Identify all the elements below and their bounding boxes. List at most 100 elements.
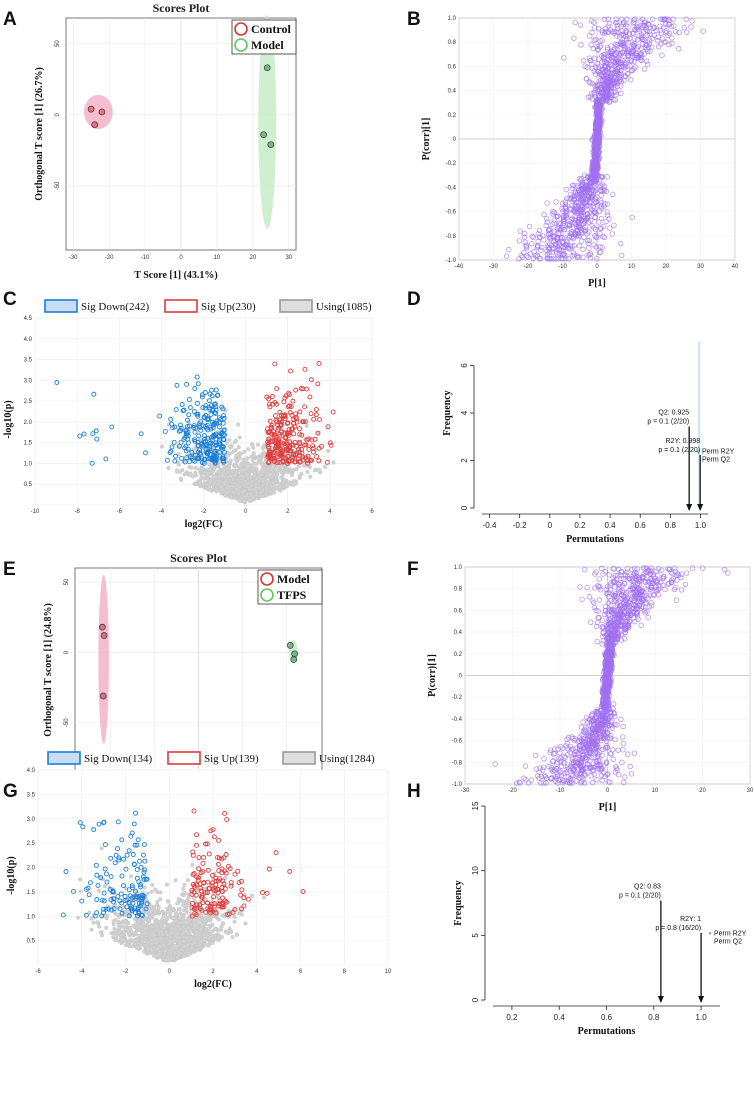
point-using [229,474,234,479]
y-tick-label: -0.4 [446,185,457,191]
point-using [251,494,256,499]
x-axis-label: log2(FC) [185,519,223,530]
point-using [231,489,236,494]
y-tick-label: 0 [459,674,463,680]
variable-point [566,256,572,262]
y-tick-label: 2.0 [24,420,33,426]
x-tick-label: -0.4 [483,521,497,530]
point-using [299,472,304,477]
point-using [173,878,178,883]
legend-label: Perm Q2 [702,456,730,463]
variable-point [598,182,604,189]
point-using [261,443,266,448]
point-using [249,454,254,459]
y-tick-label: 4.0 [24,337,33,343]
point-using [251,445,256,450]
legend-label: Model [251,38,284,52]
arrow-head [686,504,693,511]
variable-point [551,233,557,239]
point-using [281,480,286,485]
x-tick-label: -10 [556,788,565,794]
variable-point [596,219,602,225]
x-tick-label: -20 [508,788,517,794]
x-tick-label: 30 [285,255,292,261]
x-tick-label: 30 [747,788,754,794]
y-tick-label: 1.0 [448,16,457,22]
point-using [256,442,261,447]
chart-C: -10 -8 -6 -4 -2 0 2 4 60.51.01.52.02.53.03.54.04… [3,299,374,530]
y-tick-label: 0.8 [448,40,457,46]
x-tick-label: 2 [286,509,290,515]
x-tick-label: -20 [524,264,533,270]
point-using [252,487,258,492]
x-axis-label: P[1] [588,278,606,289]
variable-point [643,58,650,64]
variable-point [598,200,604,206]
point-using [322,464,328,469]
point-using [99,846,104,851]
variable-point [657,23,663,29]
point-using [245,481,250,486]
x-tick-label: 40 [732,264,739,270]
point-using [246,447,251,452]
y-tick-label: 2.5 [24,399,33,405]
variable-point [612,88,618,94]
y-tick-label: 1.5 [24,441,33,447]
point-using [234,486,239,491]
x-tick-label: 0.2 [574,521,586,530]
point-using [282,469,287,475]
legend-marker [234,38,248,52]
y-tick-label: 0 [55,112,61,116]
point-using [203,486,209,491]
variable-point [627,63,633,69]
point-using [287,467,292,472]
y-tick-label: 50 [64,578,70,585]
variable-point [601,16,608,23]
legend-label: Perm R2Y [702,448,735,455]
point-using [230,477,235,482]
legend-label: Sig Up(230) [201,301,256,313]
point-using [178,476,183,481]
point-using [209,464,214,469]
x-axis-label: P[1] [599,802,617,813]
point-using [274,485,279,490]
y-tick-label: -0.4 [452,717,463,723]
chart-F: -30 -20 -10 0 10 20 30-1.0-0.8-0.6-0.4-0.200.2… [427,565,754,813]
point-using [236,491,241,496]
sample-point [99,692,107,700]
variable-point [595,25,602,32]
point-using [177,469,182,474]
y-tick-label: -1.0 [452,782,463,788]
annotation-label: R2Y: 0.998 [666,438,701,445]
panel-label-A: A [3,9,17,30]
point-using [291,467,296,473]
x-tick-label: -0.2 [513,521,527,530]
point-using [281,486,287,491]
point-using [261,494,266,499]
variable-point [578,238,585,244]
y-tick-label: 0.4 [454,630,463,636]
point-using [233,468,238,473]
point-using [260,488,265,493]
point-using [241,459,246,465]
point-using [305,469,310,474]
point-using [217,474,222,479]
variable-point [578,42,584,48]
y-tick-label: 0 [64,650,70,654]
point-using [326,448,331,453]
x-tick-label: -6 [117,509,123,515]
sample-point [100,632,108,639]
point-using [260,483,265,488]
sample-point [98,623,106,631]
y-tick-label: 0.8 [454,587,463,593]
panel-label-B: B [407,9,421,30]
point-using [240,490,245,495]
chart-G: -6 -4 -2 0 2 4 6 8 100.51.01.52.02.53.03.54.0log… [6,751,392,990]
point-using [304,423,309,428]
y-tick-label: -50 [64,718,70,727]
point-using [222,480,227,485]
y-axis-label: P(corr)[1] [427,654,438,697]
variable-point [580,254,586,261]
point-using [239,473,244,479]
